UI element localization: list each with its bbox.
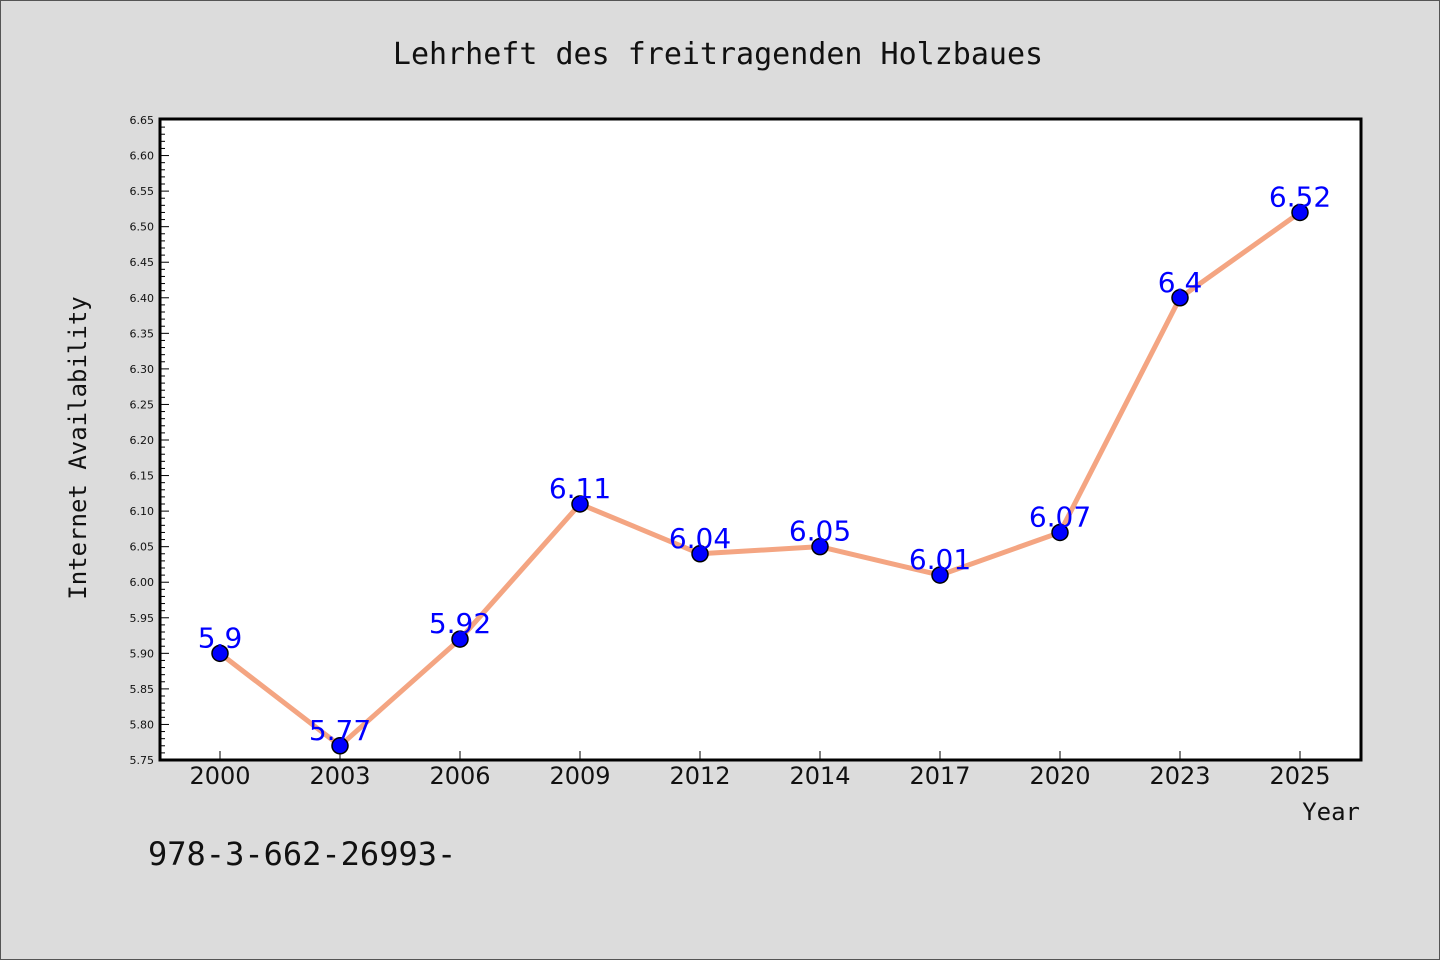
y-tick-label: 6.15 (130, 470, 155, 483)
y-tick-label: 6.60 (130, 150, 155, 163)
y-tick-label: 6.10 (130, 505, 155, 518)
data-label: 5.9 (198, 621, 243, 654)
y-tick-label: 6.25 (130, 398, 155, 411)
x-tick-label: 2000 (189, 762, 250, 790)
x-tick-label: 2023 (1149, 762, 1210, 790)
data-labels: 5.9 5.77 5.92 6.11 6.04 6.05 6.01 6.07 6.4 6.52 (198, 180, 1331, 746)
y-axis: 5.75 5.80 5.85 5.90 5.95 6.00 6.05 6.10 6.15 6.20… (130, 114, 169, 767)
data-label: 6.11 (549, 472, 611, 505)
data-label: 6.05 (789, 515, 851, 548)
y-tick-label: 5.85 (130, 683, 155, 696)
x-axis: 2000 2003 2006 2009 2012 2014 2017 2020 2023 2025 (189, 751, 1331, 790)
x-tick-label: 2025 (1269, 762, 1330, 790)
x-tick-label: 2006 (429, 762, 490, 790)
data-label: 5.92 (429, 607, 491, 640)
y-tick-label: 6.00 (130, 576, 155, 589)
data-points (211, 203, 1309, 755)
data-label: 5.77 (309, 714, 371, 747)
y-tick-label: 6.30 (130, 363, 155, 376)
y-tick-label: 6.20 (130, 434, 155, 447)
x-tick-label: 2014 (789, 762, 850, 790)
chart-title: Lehrheft des freitragenden Holzbaues (393, 37, 1043, 72)
x-tick-label: 2003 (309, 762, 370, 790)
data-point (1291, 203, 1309, 222)
y-tick-label: 6.05 (130, 541, 155, 554)
y-tick-label: 6.40 (130, 292, 155, 305)
data-point (691, 545, 709, 563)
y-tick-label: 5.75 (130, 754, 155, 767)
plot-area (158, 117, 1363, 762)
data-point (1171, 289, 1189, 307)
data-label: 6.07 (1029, 500, 1091, 533)
y-tick-label: 6.35 (130, 327, 155, 340)
footnote-isbn: 978-3-662-26993- (148, 835, 456, 873)
y-tick-label: 6.50 (130, 221, 155, 234)
data-label: 6.4 (1158, 266, 1203, 299)
x-tick-label: 2017 (909, 762, 970, 790)
y-tick-label: 6.55 (130, 185, 155, 198)
data-point (931, 566, 949, 584)
x-tick-label: 2009 (549, 762, 610, 790)
x-tick-label: 2020 (1029, 762, 1090, 790)
data-point (331, 737, 349, 755)
series-line (218, 210, 1302, 749)
x-tick-label: 2012 (669, 762, 730, 790)
data-point (811, 537, 829, 556)
data-label: 6.04 (669, 522, 731, 555)
data-point (571, 495, 589, 513)
y-tick-label: 6.45 (130, 256, 155, 269)
data-point (211, 644, 229, 663)
y-tick-label: 5.95 (130, 612, 155, 625)
y-tick-label: 6.65 (130, 114, 155, 127)
data-point (451, 630, 469, 648)
data-point (1051, 523, 1069, 542)
series-line-group (218, 210, 1302, 749)
y-tick-label: 5.80 (130, 718, 155, 731)
x-axis-label: Year (1302, 798, 1360, 826)
y-axis-label: Internet Availability (64, 296, 92, 599)
data-label: 6.52 (1269, 180, 1331, 213)
y-tick-label: 5.90 (130, 647, 155, 660)
data-label: 6.01 (909, 543, 971, 576)
